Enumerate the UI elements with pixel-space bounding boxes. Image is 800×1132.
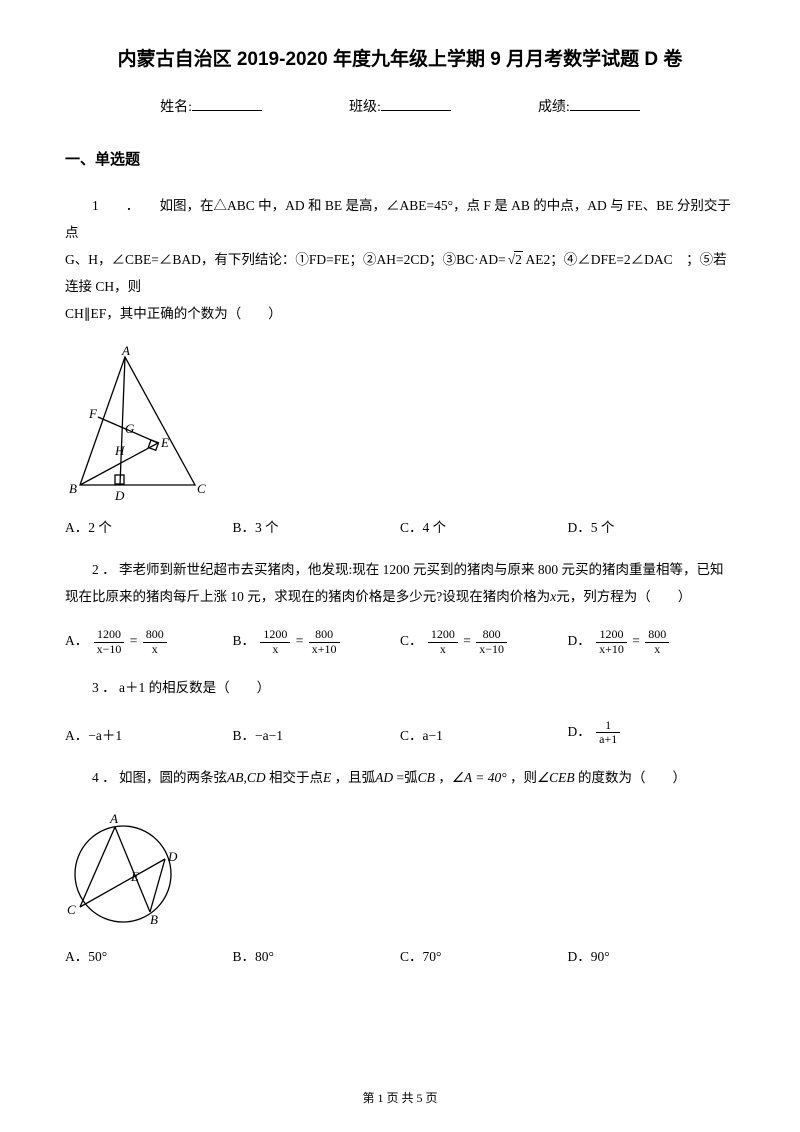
q4-t5: ， bbox=[438, 770, 452, 785]
q2-text3: 元，列方程为（ ） bbox=[556, 589, 691, 604]
q1-optB: B．3 个 bbox=[233, 517, 401, 539]
score-label: 成绩: bbox=[538, 100, 570, 115]
q1-num: 1 bbox=[92, 198, 99, 213]
q1-figure: A B C D E F G H bbox=[65, 345, 735, 505]
svg-text:D: D bbox=[167, 849, 178, 864]
q1-text2: G、H，∠CBE=∠BAD，有下列结论：①FD=FE；②AH=2CD；③BC·A… bbox=[65, 252, 506, 267]
question-1: 1 ． 如图，在△ABC 中，AD 和 BE 是高，∠ABE=45°，点 F 是… bbox=[65, 192, 735, 327]
name-blank bbox=[192, 97, 262, 111]
svg-text:H: H bbox=[114, 443, 125, 458]
page-title: 内蒙古自治区 2019-2020 年度九年级上学期 9 月月考数学试题 D 卷 bbox=[65, 45, 735, 75]
q3-optD: D． 1a+1 bbox=[568, 719, 736, 746]
class-label: 班级: bbox=[349, 100, 381, 115]
q2-optA: A． 1200x−10 = 800x bbox=[65, 628, 233, 655]
q4-t6: ，则 bbox=[510, 770, 537, 785]
svg-text:A: A bbox=[121, 345, 130, 358]
q1-options: A．2 个 B．3 个 C．4 个 D．5 个 bbox=[65, 517, 735, 539]
question-4: 4 ． 如图，圆的两条弦AB,CD 相交于点E ，且弧AD =弧CB ，∠A =… bbox=[65, 764, 735, 791]
info-row: 姓名: 班级: 成绩: bbox=[65, 97, 735, 119]
svg-text:G: G bbox=[125, 421, 135, 436]
q4-options: A．50° B．80° C．70° D．90° bbox=[65, 946, 735, 968]
svg-text:E: E bbox=[130, 869, 139, 884]
q4-optA: A．50° bbox=[65, 946, 233, 968]
q3-optC: C．a−1 bbox=[400, 725, 568, 747]
q1-optD: D．5 个 bbox=[568, 517, 736, 539]
q1-optA: A．2 个 bbox=[65, 517, 233, 539]
q4-t1: 如图，圆的两条弦 bbox=[119, 770, 227, 785]
question-3: 3 ． a＋1 的相反数是（ ） bbox=[65, 674, 735, 701]
name-label: 姓名: bbox=[160, 100, 192, 115]
q1-optC: C．4 个 bbox=[400, 517, 568, 539]
svg-text:B: B bbox=[69, 481, 77, 496]
q2-num: 2 bbox=[92, 562, 99, 577]
section-header: 一、单选题 bbox=[65, 148, 735, 172]
q4-angleA: ∠A = 40° bbox=[452, 770, 507, 785]
svg-text:A: A bbox=[109, 811, 118, 826]
q4-abcd: AB,CD bbox=[227, 770, 266, 785]
q3-num: 3 bbox=[92, 680, 99, 695]
q4-angleCEB: ∠CEB bbox=[537, 770, 575, 785]
q4-ad: AD bbox=[375, 770, 393, 785]
q4-optD: D．90° bbox=[568, 946, 736, 968]
sqrt-icon: 2 bbox=[506, 246, 523, 273]
q4-dot: ． bbox=[102, 770, 116, 785]
page-footer: 第 1 页 共 5 页 bbox=[0, 1089, 800, 1108]
q4-e: E bbox=[323, 770, 331, 785]
score-blank bbox=[570, 97, 640, 111]
q4-num: 4 bbox=[92, 770, 99, 785]
q2-dot: ． bbox=[102, 562, 116, 577]
q2-text1: 李老师到新世纪超市去买猪肉，他发现:现在 1200 元买到的猪肉与原来 800 … bbox=[119, 562, 724, 577]
q4-t4: =弧 bbox=[397, 770, 418, 785]
q3-text: a＋1 的相反数是（ ） bbox=[119, 680, 270, 695]
q1-dot: ． bbox=[126, 198, 133, 213]
q3-options: A．−a＋1 B．−a−1 C．a−1 D． 1a+1 bbox=[65, 719, 735, 746]
q1-text1: 如图，在△ABC 中，AD 和 BE 是高，∠ABE=45°，点 F 是 AB … bbox=[65, 198, 731, 240]
q2-options: A． 1200x−10 = 800x B． 1200x = 800x+10 C．… bbox=[65, 628, 735, 655]
q4-figure: A D B C E bbox=[65, 809, 735, 934]
q2-optB: B． 1200x = 800x+10 bbox=[233, 628, 401, 655]
class-blank bbox=[381, 97, 451, 111]
q4-cb: CB bbox=[418, 770, 435, 785]
svg-text:B: B bbox=[150, 912, 158, 927]
q4-optB: B．80° bbox=[233, 946, 401, 968]
q1-text4: CH∥EF，其中正确的个数为（ ） bbox=[65, 306, 282, 321]
q3-optA: A．−a＋1 bbox=[65, 725, 233, 747]
q4-t3: ，且弧 bbox=[335, 770, 376, 785]
question-2: 2 ． 李老师到新世纪超市去买猪肉，他发现:现在 1200 元买到的猪肉与原来 … bbox=[65, 556, 735, 610]
svg-text:C: C bbox=[197, 481, 206, 496]
q3-dot: ． bbox=[102, 680, 116, 695]
q2-text2: 现在比原来的猪肉每斤上涨 10 元，求现在的猪肉价格是多少元?设现在猪肉价格为 bbox=[65, 589, 550, 604]
q4-t7: 的度数为（ ） bbox=[578, 770, 686, 785]
svg-text:E: E bbox=[160, 435, 169, 450]
q4-optC: C．70° bbox=[400, 946, 568, 968]
q2-optD: D． 1200x+10 = 800x bbox=[568, 628, 736, 655]
svg-text:C: C bbox=[67, 902, 76, 917]
q3-optB: B．−a−1 bbox=[233, 725, 401, 747]
q2-optC: C． 1200x = 800x−10 bbox=[400, 628, 568, 655]
svg-text:D: D bbox=[114, 488, 125, 503]
q4-t2: 相交于点 bbox=[269, 770, 323, 785]
svg-text:F: F bbox=[88, 406, 98, 421]
